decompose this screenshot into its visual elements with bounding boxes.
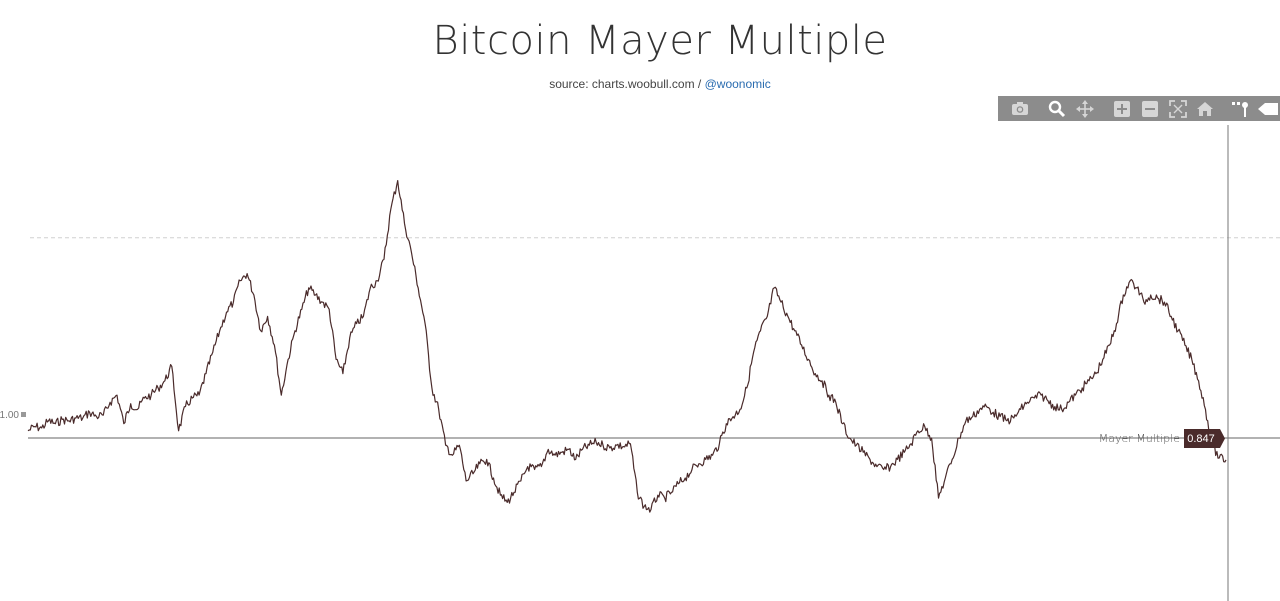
camera-icon[interactable]	[1010, 99, 1030, 118]
series-line-mayer-multiple	[27, 180, 1227, 513]
zoom-icon[interactable]	[1047, 99, 1067, 118]
y-tick-label: 1.00	[0, 410, 19, 421]
page-title: Bitcoin Mayer Multiple	[432, 18, 888, 64]
zoom-in-icon[interactable]	[1112, 99, 1132, 118]
spike-lines-icon[interactable]	[1230, 99, 1250, 118]
subtitle-source: source: charts.woobull.com /	[549, 77, 705, 91]
hover-value-box	[1184, 429, 1225, 448]
subtitle: source: charts.woobull.com / @woonomic	[0, 77, 1280, 91]
compare-hover-icon[interactable]	[1258, 99, 1278, 118]
pan-icon[interactable]	[1075, 99, 1095, 118]
hover-value-label: 0.847	[1187, 433, 1215, 445]
home-icon[interactable]	[1195, 99, 1215, 118]
autoscale-icon[interactable]	[1168, 99, 1188, 118]
zoom-out-icon[interactable]	[1140, 99, 1160, 118]
y-tick-mark	[21, 412, 26, 417]
chart-toolbar	[998, 96, 1280, 121]
hover-series-name: Mayer Multiple	[1099, 432, 1180, 445]
twitter-link[interactable]: @woonomic	[704, 77, 771, 91]
